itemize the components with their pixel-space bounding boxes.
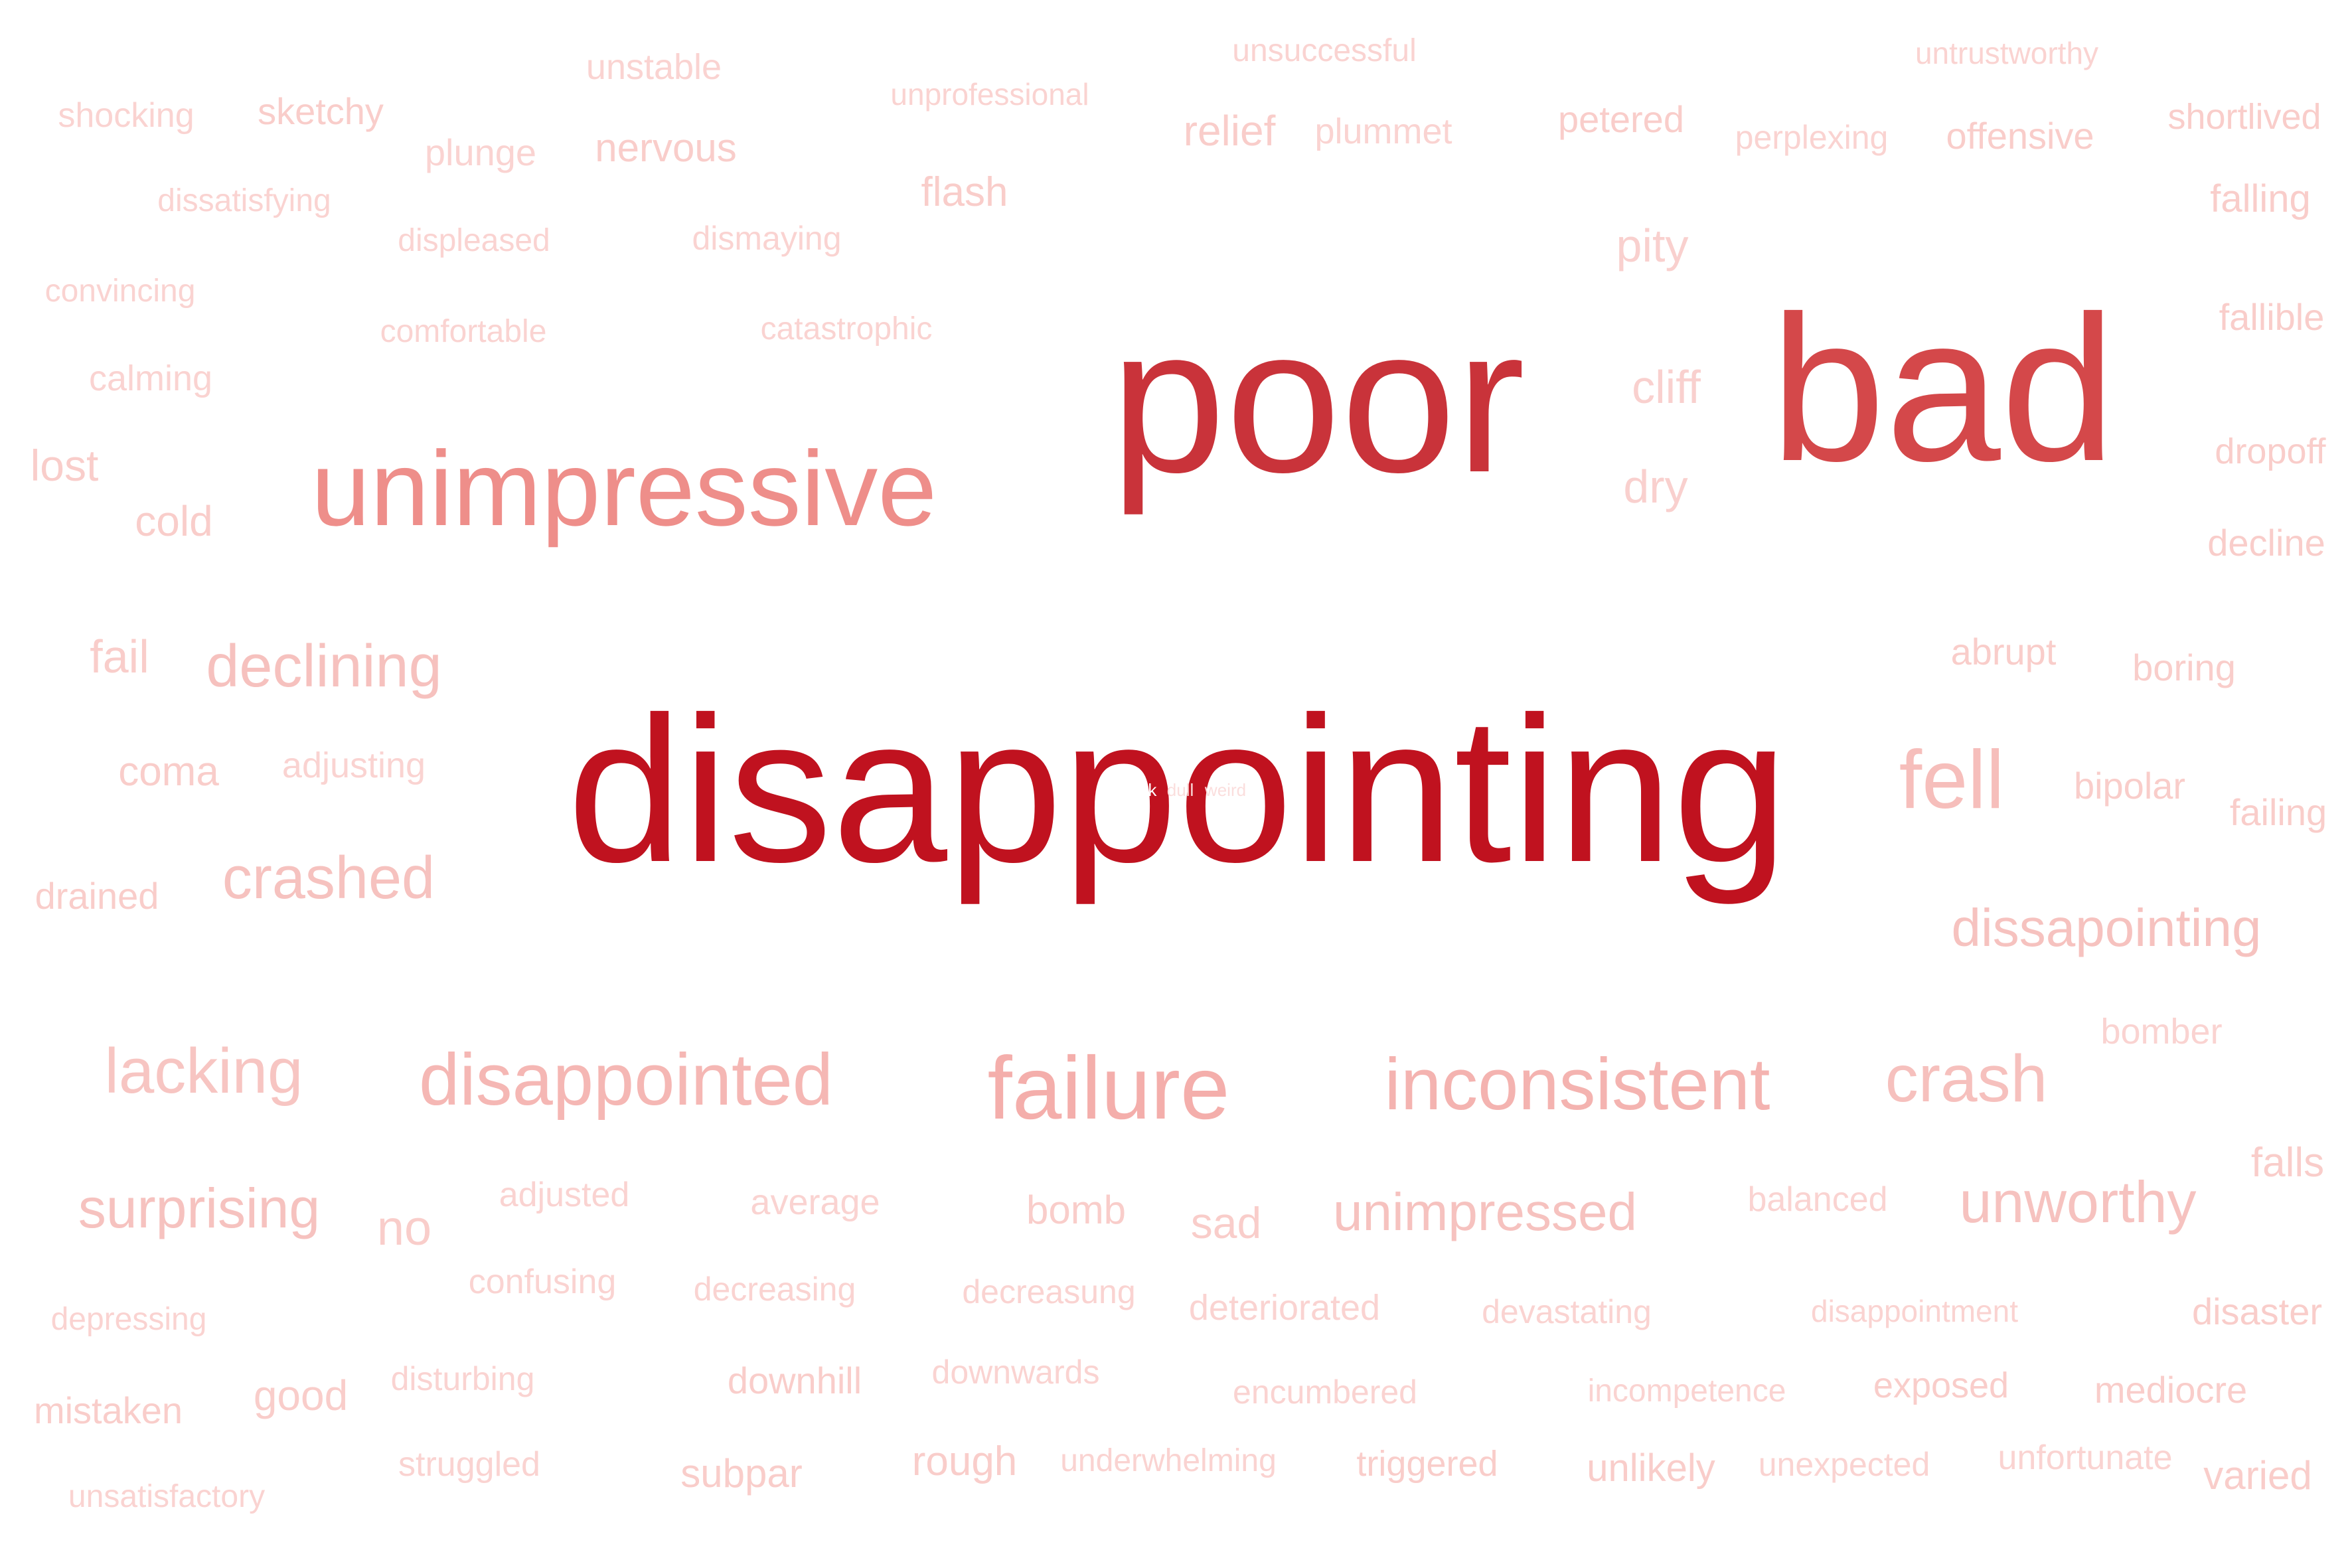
- word: nervous: [595, 125, 737, 170]
- word: incompetence: [1587, 1373, 1786, 1409]
- word: crashed: [222, 845, 435, 911]
- word: unimpressed: [1332, 1182, 1638, 1241]
- word: subpar: [680, 1451, 803, 1496]
- word: disappointment: [1811, 1294, 2018, 1328]
- word: crash: [1885, 1042, 2048, 1116]
- word: dropoff: [2215, 431, 2326, 471]
- word: failing: [2229, 791, 2327, 833]
- word: unfortunate: [1998, 1439, 2173, 1477]
- word: unsuccessful: [1232, 33, 1417, 68]
- word: underwhelming: [1060, 1443, 1277, 1478]
- word: unprofessional: [890, 77, 1089, 112]
- word: petered: [1558, 98, 1684, 140]
- word: falls: [2250, 1140, 2325, 1186]
- word: fail: [90, 631, 149, 682]
- word: devastating: [1482, 1293, 1652, 1330]
- word: unstable: [586, 47, 722, 87]
- word: encumbered: [1233, 1373, 1417, 1411]
- word: struggled: [398, 1445, 540, 1484]
- word: sad: [1190, 1198, 1262, 1247]
- word: fell: [1899, 734, 2005, 826]
- word: flash: [921, 169, 1008, 215]
- word: average: [750, 1182, 880, 1222]
- word: sketchy: [258, 90, 384, 132]
- word: inconsistent: [1384, 1044, 1770, 1125]
- word: decreasing: [693, 1271, 856, 1308]
- word: decreasung: [962, 1273, 1136, 1310]
- word: catastrophic: [760, 311, 933, 347]
- word: bomber: [2100, 1012, 2223, 1052]
- word: drained: [35, 875, 159, 917]
- tiny-word: weird: [1204, 780, 1247, 800]
- word: dissatisfying: [157, 183, 331, 218]
- word: bomb: [1026, 1188, 1127, 1232]
- word: convincing: [44, 274, 196, 309]
- word: pity: [1616, 220, 1689, 272]
- word: unlikely: [1587, 1447, 1715, 1490]
- word: unimpressive: [311, 429, 937, 548]
- word: mistaken: [33, 1389, 183, 1431]
- word: disaster: [2191, 1291, 2323, 1332]
- word: cliff: [1632, 361, 1701, 413]
- word: cold: [135, 497, 213, 545]
- word: unsatisfactory: [68, 1479, 266, 1514]
- word: adjusting: [281, 745, 426, 785]
- word: unworthy: [1959, 1169, 2197, 1235]
- word: no: [376, 1200, 432, 1255]
- word: bipolar: [2073, 765, 2186, 807]
- word: offensive: [1946, 115, 2094, 157]
- word: lacking: [104, 1036, 303, 1107]
- word: shocking: [58, 96, 195, 135]
- word: coma: [118, 749, 219, 795]
- word: dissapointing: [1951, 898, 2262, 957]
- word: disturbing: [390, 1360, 535, 1397]
- word: displeased: [398, 223, 550, 258]
- word: lost: [30, 441, 99, 490]
- word: abrupt: [1950, 631, 2057, 672]
- tiny-word: weak: [1116, 780, 1157, 800]
- word: plunge: [424, 131, 537, 173]
- word: depressing: [50, 1302, 207, 1337]
- word: declining: [206, 633, 442, 700]
- word: bad: [1770, 274, 2116, 505]
- word: fallible: [2219, 296, 2325, 338]
- word: unexpected: [1758, 1446, 1930, 1483]
- word: mediocre: [2094, 1369, 2248, 1411]
- word: untrustworthy: [1915, 36, 2099, 70]
- word: decline: [2207, 522, 2325, 564]
- word: adjusted: [499, 1176, 630, 1214]
- word: dismaying: [692, 220, 842, 257]
- word: perplexing: [1735, 119, 1889, 156]
- word: disappointing: [567, 674, 1788, 905]
- word: comfortable: [380, 314, 547, 349]
- word: dry: [1623, 461, 1688, 512]
- word: plummet: [1314, 112, 1452, 151]
- word: downhill: [727, 1360, 862, 1401]
- word: failure: [987, 1039, 1230, 1138]
- word: disappointed: [419, 1039, 833, 1121]
- word: boring: [2132, 647, 2236, 688]
- tiny-word: dull: [1166, 780, 1194, 800]
- word: balanced: [1747, 1180, 1888, 1219]
- word: good: [253, 1372, 349, 1419]
- word: deteriorated: [1188, 1288, 1381, 1328]
- word: downwards: [931, 1354, 1100, 1391]
- word: shortlived: [2167, 97, 2321, 137]
- word: calming: [88, 358, 213, 398]
- word: varied: [2203, 1453, 2312, 1498]
- word: falling: [2210, 177, 2311, 220]
- word: exposed: [1873, 1366, 2009, 1405]
- word: rough: [911, 1439, 1018, 1484]
- word: triggered: [1356, 1444, 1498, 1484]
- word: confusing: [468, 1263, 617, 1301]
- word: relief: [1183, 107, 1276, 155]
- word: surprising: [78, 1177, 321, 1239]
- word: poor: [1110, 285, 1526, 516]
